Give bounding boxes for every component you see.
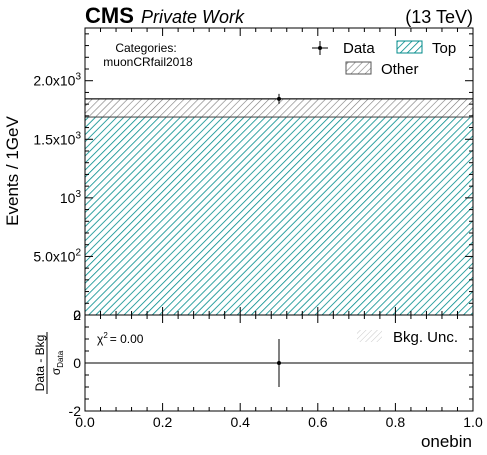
ratio-xtick-label: 0.0 [75,414,95,430]
legend-swatch-bkg-unc [357,330,382,342]
ratio-ytick-label: -2 [69,403,82,419]
ratio-y-axis-label: Data - Bkg σData [33,332,65,394]
data-point [85,93,473,104]
chi2-value: = 0.00 [110,332,144,346]
cms-label: CMS [85,3,134,28]
chi2-label: χ2 = 0.00 [97,331,144,346]
ratio-xtick-label: 0.2 [153,414,173,430]
main-ytick-exponent: 3 [75,72,81,83]
ratio-ylabel-sub: Data [56,350,65,367]
ratio-axes-frame [84,314,474,412]
energy-label: (13 TeV) [405,7,473,27]
ratio-ylabel-sigma: σ [49,367,63,375]
main-ytick-exponent: 2 [75,247,81,258]
data-point-marker [277,96,281,101]
y-axis-label: Events / 1GeV [3,116,22,226]
ratio-ylabel-denominator: σData [49,350,65,375]
ratio-xtick-label: 0.4 [230,414,250,430]
ratio-xtick-label: 1.0 [463,414,483,430]
legend-label-other: Other [381,61,419,78]
legend-marker-data [312,41,328,55]
legend-label-data: Data [343,40,375,57]
legend-swatch-top [396,40,423,54]
ratio-xtick-label: 0.8 [386,414,406,430]
legend-label-bkg-unc: Bkg. Unc. [393,329,458,346]
main-ytick-label: 103 [60,189,82,206]
ratio-panel: -202 0.0 0.2 0.4 0.6 0.8 1.0 χ2 = 0.00 Bkg. Un… [33,307,483,451]
ratio-ylabel-numerator: Data - Bkg [33,335,47,392]
legend-swatch-other [345,61,372,75]
status-label: Private Work [141,7,245,27]
ratio-xtick-label: 0.6 [308,414,328,430]
main-ytick-label: 0 [73,307,81,323]
ratio-point [277,339,281,387]
chi2-symbol: χ [97,332,104,346]
main-ytick-exponent: 3 [75,130,81,141]
main-legend: Data Top Other [312,40,456,78]
bar-top [84,116,474,316]
legend-label-top: Top [432,40,456,57]
x-axis-label: onebin [421,432,472,451]
chi2-power: 2 [103,331,108,340]
ratio-ytick-label: 0 [73,355,81,371]
ratio-point-marker [277,361,281,365]
main-ytick-label: 5.0x102 [33,247,81,264]
main-ytick-label: 2.0x103 [33,72,81,89]
ratio-ytick-label: 2 [73,307,81,323]
categories-value: muonCRfail2018 [103,55,193,69]
main-ytick-label: 1.5x103 [33,130,81,147]
categories-heading: Categories: [115,41,176,55]
main-ytick-exponent: 3 [75,189,81,200]
